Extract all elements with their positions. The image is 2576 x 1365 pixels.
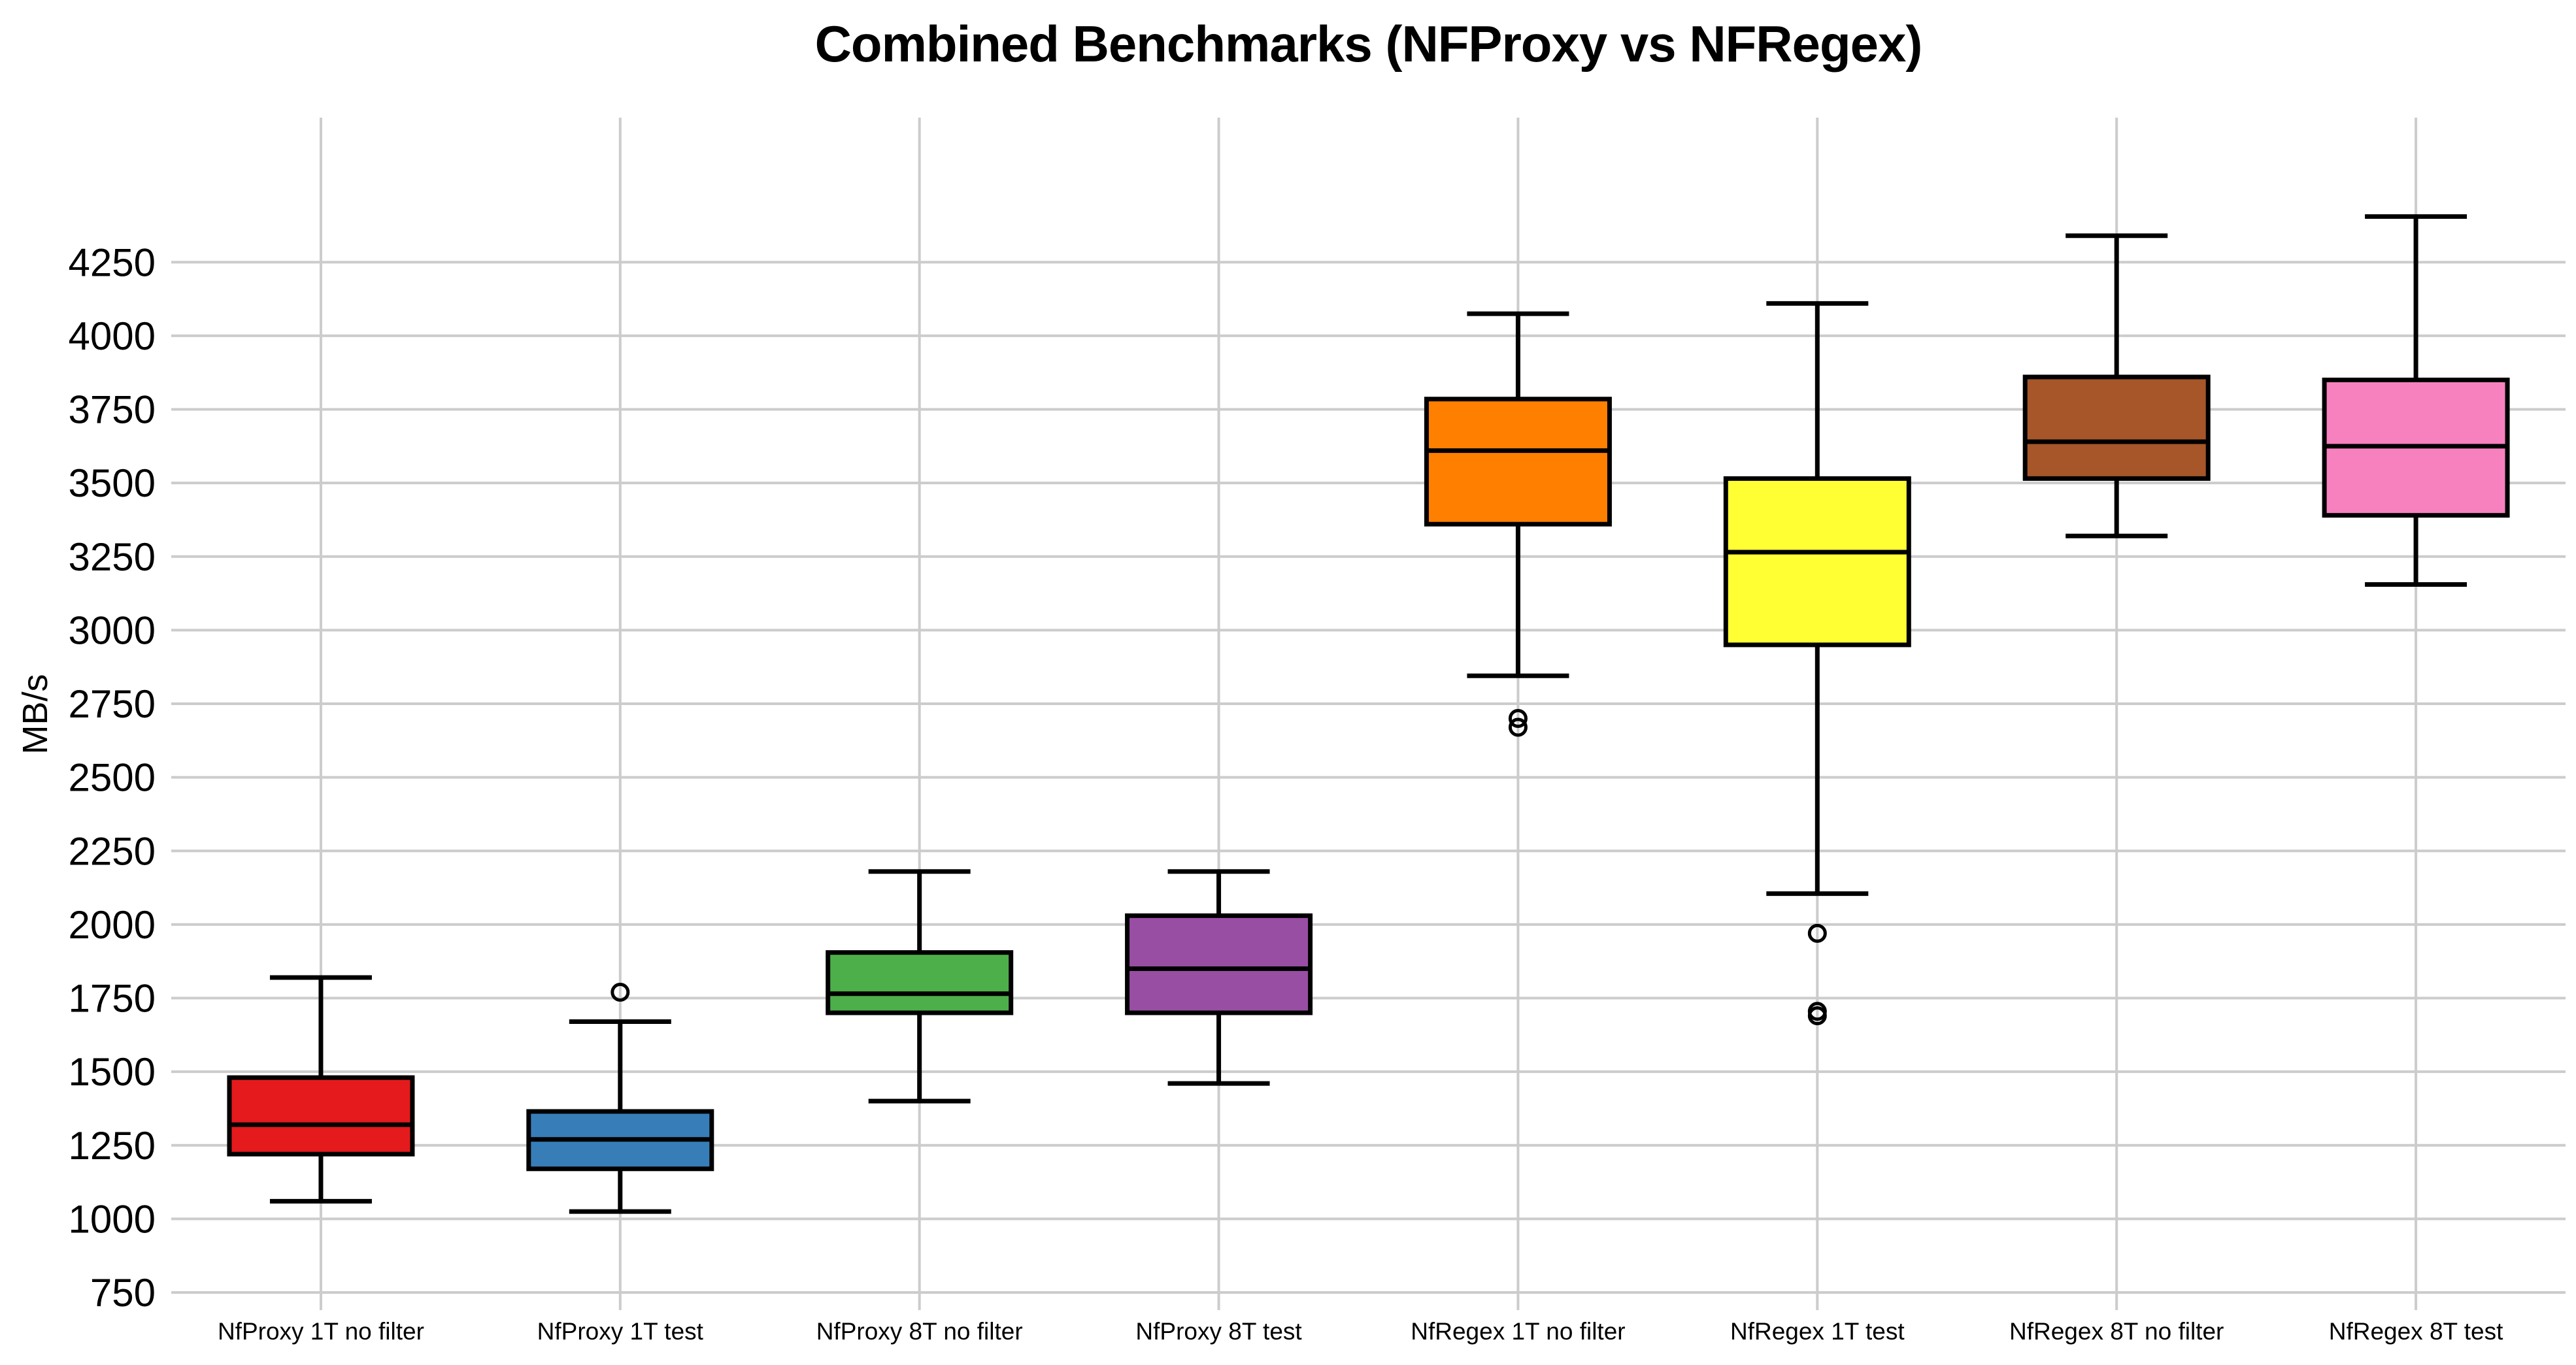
box-rect [1424, 397, 1612, 527]
x-tick-label: NfProxy 8T no filter [816, 1318, 1023, 1345]
box-rect [1125, 913, 1313, 1015]
y-tick-label: 3000 [69, 608, 156, 652]
y-tick-label: 1250 [69, 1124, 156, 1168]
box-rect [826, 950, 1014, 1015]
outlier-circle [611, 982, 630, 1002]
box-rect [2022, 374, 2211, 481]
y-tick-label: 2500 [69, 756, 156, 800]
x-tick-label: NfProxy 1T test [537, 1318, 704, 1345]
y-tick-label: 1500 [69, 1050, 156, 1094]
y-tick-label: 4250 [69, 240, 156, 284]
y-tick-label: 3500 [69, 461, 156, 505]
y-tick-label: 750 [90, 1271, 156, 1315]
y-tick-label: 2750 [69, 682, 156, 726]
y-tick-label: 3750 [69, 388, 156, 432]
x-tick-label: NfProxy 1T no filter [218, 1318, 424, 1345]
outlier-circle [1508, 709, 1528, 729]
chart-title: Combined Benchmarks (NFProxy vs NFRegex) [814, 15, 1923, 73]
x-tick-label: NfRegex 1T no filter [1411, 1318, 1625, 1345]
box-rect [1723, 476, 1911, 648]
x-tick-label: NfRegex 8T test [2329, 1318, 2503, 1345]
outlier-circle [1807, 1006, 1827, 1026]
y-tick-label: 1750 [69, 977, 156, 1021]
outlier-circle [1508, 717, 1528, 737]
y-tick-label: 2250 [69, 829, 156, 873]
x-tick-label: NfProxy 8T test [1135, 1318, 1302, 1345]
y-tick-label: 2000 [69, 903, 156, 947]
x-tick-label: NfRegex 8T no filter [2009, 1318, 2224, 1345]
x-tick-label: NfRegex 1T test [1730, 1318, 1905, 1345]
box-rect [227, 1075, 415, 1157]
outlier-circle [1807, 923, 1827, 943]
y-tick-label: 1000 [69, 1197, 156, 1241]
y-tick-label: 4000 [69, 314, 156, 358]
y-tick-label: 3250 [69, 535, 156, 579]
